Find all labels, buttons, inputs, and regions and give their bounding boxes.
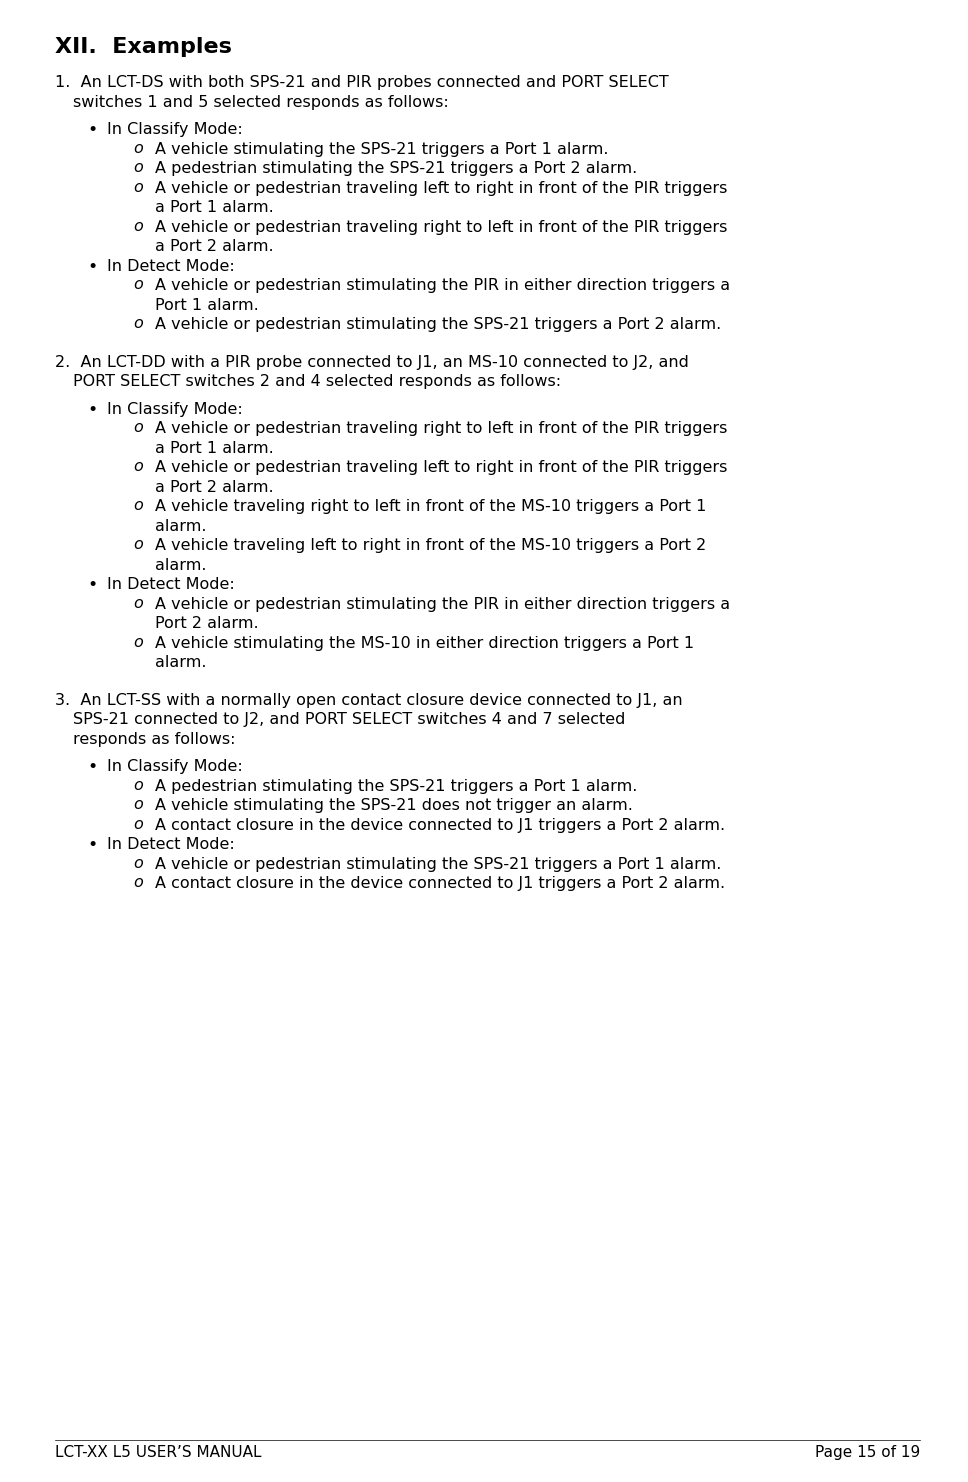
Text: 1.  An LCT-DS with both SPS-21 and PIR probes connected and PORT SELECT: 1. An LCT-DS with both SPS-21 and PIR pr… (55, 76, 669, 90)
Text: A contact closure in the device connected to J1 triggers a Port 2 alarm.: A contact closure in the device connecte… (155, 876, 725, 891)
Text: o: o (133, 817, 142, 831)
Text: o: o (133, 797, 142, 812)
Text: o: o (133, 419, 142, 436)
Text: alarm.: alarm. (155, 519, 206, 534)
Text: o: o (133, 778, 142, 793)
Text: o: o (133, 218, 142, 234)
Text: In Classify Mode:: In Classify Mode: (107, 759, 243, 774)
Text: o: o (133, 277, 142, 292)
Text: A vehicle stimulating the MS-10 in either direction triggers a Port 1: A vehicle stimulating the MS-10 in eithe… (155, 636, 694, 651)
Text: A vehicle traveling left to right in front of the MS-10 triggers a Port 2: A vehicle traveling left to right in fro… (155, 538, 707, 553)
Text: a Port 2 alarm.: a Port 2 alarm. (155, 480, 274, 495)
Text: 2.  An LCT-DD with a PIR probe connected to J1, an MS-10 connected to J2, and: 2. An LCT-DD with a PIR probe connected … (55, 354, 689, 369)
Text: o: o (133, 141, 142, 156)
Text: A vehicle or pedestrian traveling right to left in front of the PIR triggers: A vehicle or pedestrian traveling right … (155, 421, 727, 436)
Text: o: o (133, 874, 142, 891)
Text: A pedestrian stimulating the SPS-21 triggers a Port 1 alarm.: A pedestrian stimulating the SPS-21 trig… (155, 778, 637, 793)
Text: a Port 1 alarm.: a Port 1 alarm. (155, 200, 274, 215)
Text: o: o (133, 179, 142, 194)
Text: alarm.: alarm. (155, 557, 206, 572)
Text: In Detect Mode:: In Detect Mode: (107, 576, 235, 591)
Text: o: o (133, 596, 142, 611)
Text: o: o (133, 498, 142, 513)
Text: A vehicle or pedestrian stimulating the PIR in either direction triggers a: A vehicle or pedestrian stimulating the … (155, 596, 730, 612)
Text: o: o (133, 160, 142, 175)
Text: •: • (87, 400, 97, 418)
Text: •: • (87, 576, 97, 594)
Text: Page 15 of 19: Page 15 of 19 (815, 1445, 920, 1460)
Text: A vehicle or pedestrian stimulating the SPS-21 triggers a Port 2 alarm.: A vehicle or pedestrian stimulating the … (155, 317, 721, 332)
Text: switches 1 and 5 selected responds as follows:: switches 1 and 5 selected responds as fo… (73, 95, 449, 110)
Text: a Port 2 alarm.: a Port 2 alarm. (155, 239, 274, 253)
Text: o: o (133, 634, 142, 649)
Text: A vehicle or pedestrian traveling left to right in front of the PIR triggers: A vehicle or pedestrian traveling left t… (155, 181, 727, 196)
Text: Port 1 alarm.: Port 1 alarm. (155, 298, 258, 313)
Text: alarm.: alarm. (155, 655, 206, 670)
Text: A pedestrian stimulating the SPS-21 triggers a Port 2 alarm.: A pedestrian stimulating the SPS-21 trig… (155, 162, 637, 176)
Text: •: • (87, 258, 97, 276)
Text: SPS-21 connected to J2, and PORT SELECT switches 4 and 7 selected: SPS-21 connected to J2, and PORT SELECT … (73, 711, 625, 728)
Text: A vehicle or pedestrian stimulating the PIR in either direction triggers a: A vehicle or pedestrian stimulating the … (155, 279, 730, 293)
Text: 3.  An LCT-SS with a normally open contact closure device connected to J1, an: 3. An LCT-SS with a normally open contac… (55, 692, 682, 707)
Text: In Detect Mode:: In Detect Mode: (107, 258, 235, 274)
Text: •: • (87, 757, 97, 777)
Text: A vehicle stimulating the SPS-21 triggers a Port 1 alarm.: A vehicle stimulating the SPS-21 trigger… (155, 141, 609, 157)
Text: XII.  Examples: XII. Examples (55, 37, 232, 56)
Text: A vehicle or pedestrian traveling left to right in front of the PIR triggers: A vehicle or pedestrian traveling left t… (155, 459, 727, 476)
Text: o: o (133, 536, 142, 551)
Text: A vehicle or pedestrian stimulating the SPS-21 triggers a Port 1 alarm.: A vehicle or pedestrian stimulating the … (155, 857, 721, 871)
Text: In Classify Mode:: In Classify Mode: (107, 122, 243, 136)
Text: A contact closure in the device connected to J1 triggers a Port 2 alarm.: A contact closure in the device connecte… (155, 818, 725, 833)
Text: o: o (133, 316, 142, 330)
Text: In Classify Mode:: In Classify Mode: (107, 402, 243, 416)
Text: •: • (87, 122, 97, 139)
Text: Port 2 alarm.: Port 2 alarm. (155, 617, 258, 631)
Text: PORT SELECT switches 2 and 4 selected responds as follows:: PORT SELECT switches 2 and 4 selected re… (73, 373, 561, 388)
Text: In Detect Mode:: In Detect Mode: (107, 837, 235, 852)
Text: A vehicle traveling right to left in front of the MS-10 triggers a Port 1: A vehicle traveling right to left in fro… (155, 499, 707, 514)
Text: o: o (133, 459, 142, 474)
Text: •: • (87, 836, 97, 854)
Text: o: o (133, 855, 142, 870)
Text: responds as follows:: responds as follows: (73, 732, 235, 747)
Text: A vehicle or pedestrian traveling right to left in front of the PIR triggers: A vehicle or pedestrian traveling right … (155, 219, 727, 234)
Text: A vehicle stimulating the SPS-21 does not trigger an alarm.: A vehicle stimulating the SPS-21 does no… (155, 797, 633, 814)
Text: a Port 1 alarm.: a Port 1 alarm. (155, 440, 274, 455)
Text: LCT-XX L5 USER’S MANUAL: LCT-XX L5 USER’S MANUAL (55, 1445, 261, 1460)
